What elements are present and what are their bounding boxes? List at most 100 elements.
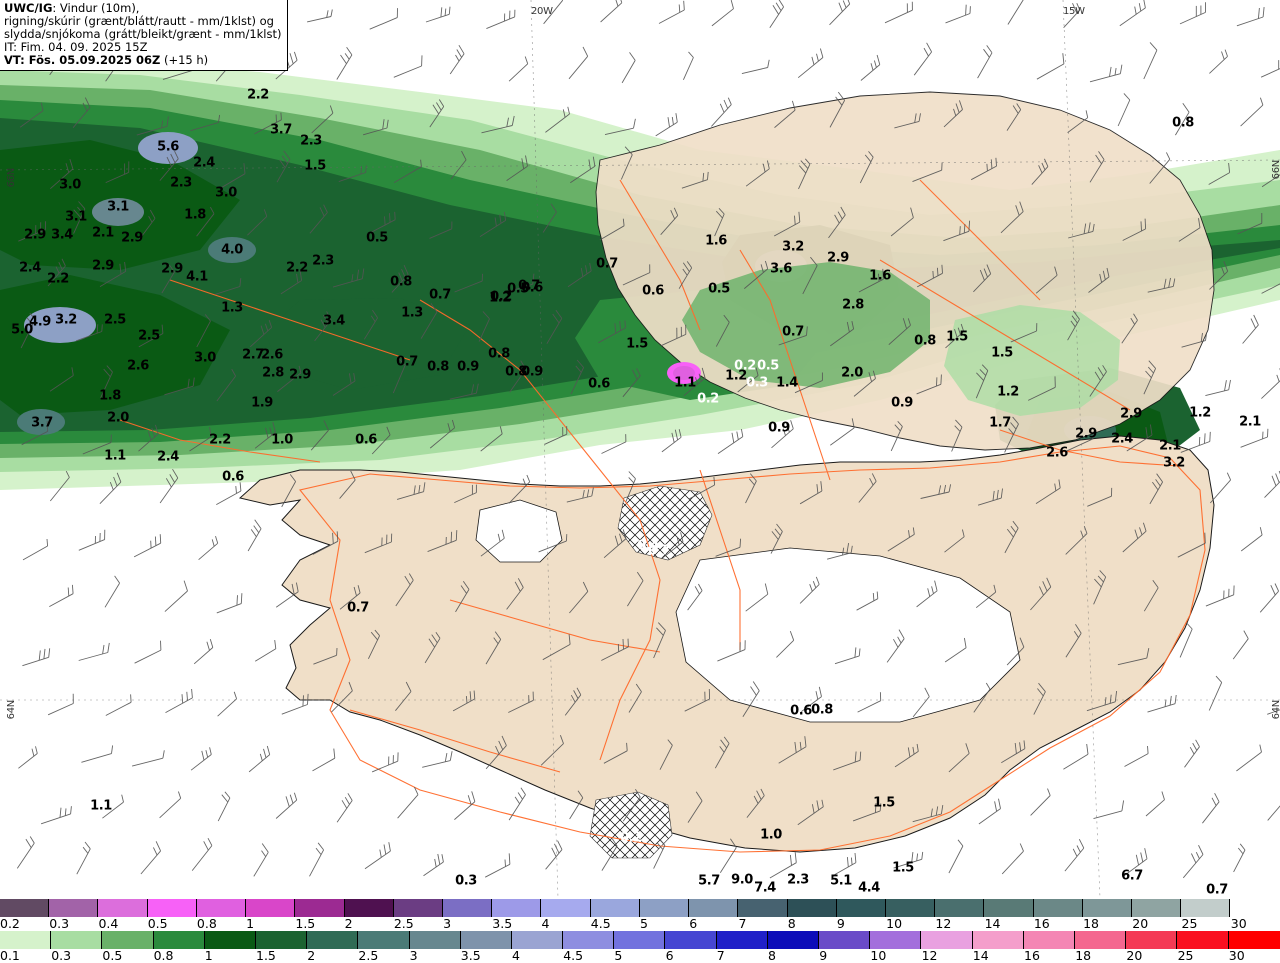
snow-colorbar-swatch[interactable]	[1181, 899, 1230, 917]
snow-colorbar-swatch[interactable]	[984, 899, 1033, 917]
rain-colorbar-swatch[interactable]	[973, 931, 1024, 949]
rain-colorbar-swatch[interactable]	[921, 931, 972, 949]
wind-barb-flag	[47, 539, 48, 546]
precip-value-label: 5.6	[157, 140, 179, 155]
rain-colorbar-swatch[interactable]	[102, 931, 153, 949]
snow-colorbar-tick-label: 20	[1132, 917, 1148, 930]
snow-colorbar-swatch[interactable]	[246, 899, 295, 917]
snow-colorbar-tick-label: 30	[1231, 917, 1247, 930]
precip-value-label: 1.8	[184, 208, 206, 223]
rain-colorbar-swatch[interactable]	[461, 931, 512, 949]
rain-colorbar-swatch[interactable]	[1024, 931, 1075, 949]
rain-colorbar-swatch[interactable]	[768, 931, 819, 949]
snow-colorbar-swatch[interactable]	[788, 899, 837, 917]
snow-colorbar-swatch[interactable]	[98, 899, 147, 917]
snow-colorbar-swatch[interactable]	[197, 899, 246, 917]
precip-value-label: 0.6	[222, 470, 244, 485]
snow-colorbar-swatch[interactable]	[492, 899, 541, 917]
snow-colorbar-swatch[interactable]	[443, 899, 492, 917]
rain-colorbar-swatch[interactable]	[819, 931, 870, 949]
precip-value-label: 3.4	[51, 228, 73, 243]
rain-colorbar-swatch[interactable]	[154, 931, 205, 949]
rain-colorbar-swatch[interactable]	[717, 931, 768, 949]
wind-barb-flag	[102, 324, 103, 331]
wind-barb-flag	[740, 539, 741, 548]
rain-colorbar-swatch[interactable]	[307, 931, 358, 949]
precip-value-label: 3.2	[782, 240, 804, 255]
wind-barb-flag	[395, 212, 396, 220]
wind-barb-flag	[1205, 533, 1206, 544]
rain-colorbar-swatch[interactable]	[1177, 931, 1228, 949]
snow-colorbar-swatch[interactable]	[591, 899, 640, 917]
snow-colorbar-swatch[interactable]	[1132, 899, 1181, 917]
precip-value-label: 3.2	[1163, 456, 1185, 471]
wind-barb-flag	[625, 321, 626, 329]
wind-barb-flag	[1145, 219, 1146, 229]
rain-colorbar-swatch[interactable]	[870, 931, 921, 949]
snow-colorbar-swatch[interactable]	[640, 899, 689, 917]
rain-colorbar-swatch[interactable]	[205, 931, 256, 949]
snow-colorbar-swatch[interactable]	[935, 899, 984, 917]
snow-colorbar-tick-label: 2	[345, 917, 353, 930]
snow-colorbar-swatch[interactable]	[394, 899, 443, 917]
rain-colorbar-swatch[interactable]	[1229, 931, 1280, 949]
precip-value-label: 0.6	[790, 704, 812, 719]
snow-colorbar-swatch[interactable]	[541, 899, 590, 917]
wind-barb-flag	[68, 588, 69, 597]
rain-colorbar-swatch[interactable]	[1126, 931, 1177, 949]
rain-colorbar-swatch[interactable]	[665, 931, 716, 949]
precip-value-label: 2.3	[170, 176, 192, 191]
wind-barb-flag	[933, 271, 934, 278]
snow-colorbar-swatch[interactable]	[49, 899, 98, 917]
rain-colorbar-swatch[interactable]	[1075, 931, 1126, 949]
precip-value-label: 0.7	[347, 601, 369, 616]
wind-barb-flag	[942, 265, 943, 274]
rain-colorbar-swatch[interactable]	[614, 931, 665, 949]
precip-value-label: 3.7	[270, 123, 292, 138]
rain-colorbar-swatch[interactable]	[410, 931, 461, 949]
rain-colorbar-tick-label: 0.3	[51, 949, 71, 962]
wind-barb-flag	[155, 537, 156, 546]
wind-barb-flag	[960, 226, 961, 235]
graticule-label-66n-2: 66N	[6, 168, 17, 187]
precip-value-label: 1.3	[401, 306, 423, 321]
rain-colorbar-tick-label: 0.5	[102, 949, 122, 962]
snow-colorbar-swatch[interactable]	[1034, 899, 1083, 917]
rain-colorbar-tick-label: 20	[1126, 949, 1142, 962]
snow-colorbar-swatch[interactable]	[689, 899, 738, 917]
snow-colorbar-swatch[interactable]	[1230, 899, 1279, 917]
snow-colorbar-swatch[interactable]	[345, 899, 394, 917]
rain-colorbar-tick-label: 3	[410, 949, 418, 962]
snow-colorbar[interactable]	[0, 899, 1280, 917]
snow-colorbar-tick-label: 0.4	[98, 917, 118, 930]
rain-colorbar-tick-label: 3.5	[461, 949, 481, 962]
wind-barb-flag	[160, 534, 161, 543]
wind-barb-flag	[237, 595, 238, 605]
graticule-label-64n-5: 64N	[1271, 700, 1280, 719]
wind-barb-flag	[451, 532, 452, 543]
snow-colorbar-swatch[interactable]	[0, 899, 49, 917]
rain-colorbar-swatch[interactable]	[256, 931, 307, 949]
wind-barb-flag	[964, 224, 965, 233]
rain-colorbar-swatch[interactable]	[51, 931, 102, 949]
rain-colorbar-tick-label: 16	[1024, 949, 1040, 962]
rain-colorbar-swatch[interactable]	[563, 931, 614, 949]
snow-colorbar-swatch[interactable]	[738, 899, 787, 917]
precip-value-label: 2.0	[107, 411, 129, 426]
snow-colorbar-swatch[interactable]	[1083, 899, 1132, 917]
rain-colorbar-swatch[interactable]	[0, 931, 51, 949]
snow-colorbar-swatch[interactable]	[295, 899, 344, 917]
snow-colorbar-swatch[interactable]	[148, 899, 197, 917]
precip-value-label: 1.1	[674, 376, 696, 391]
precip-value-label: 0.7	[782, 325, 804, 340]
precip-value-label: 2.6	[1046, 446, 1068, 461]
rain-colorbar-swatch[interactable]	[358, 931, 409, 949]
wind-barb-flag	[466, 696, 467, 703]
snow-colorbar-swatch[interactable]	[837, 899, 886, 917]
rain-colorbar-swatch[interactable]	[512, 931, 563, 949]
precip-value-label: 0.7	[429, 288, 451, 303]
rain-colorbar[interactable]	[0, 931, 1280, 949]
snow-colorbar-swatch[interactable]	[886, 899, 935, 917]
